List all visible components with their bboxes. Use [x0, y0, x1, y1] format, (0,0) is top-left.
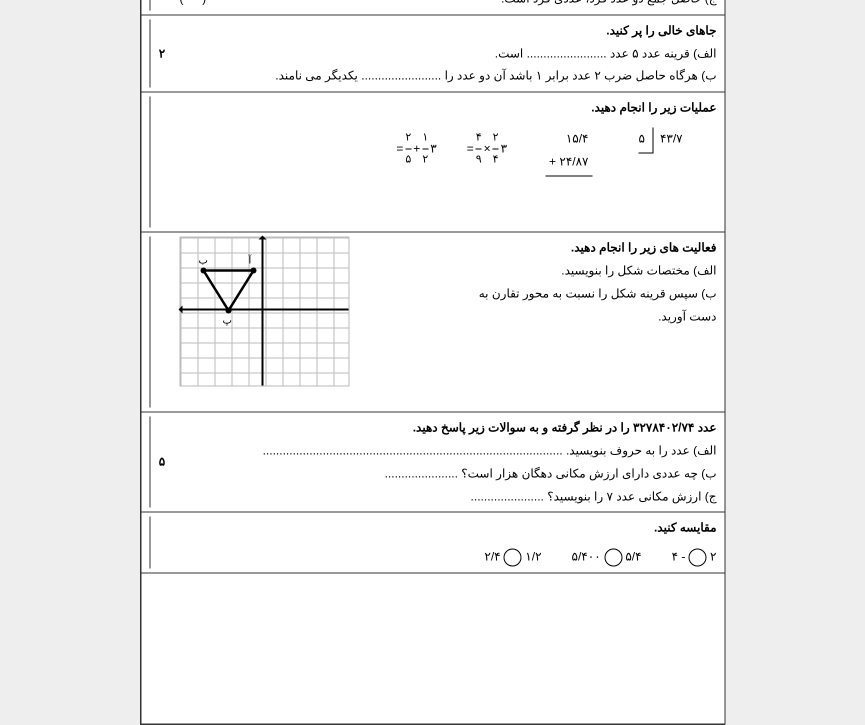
q3-division: ۵ ۴۳/۷ — [638, 128, 708, 154]
m1-n2: ۴ — [475, 128, 481, 149]
m2-w: ۳ — [430, 138, 436, 161]
cmp2: ۵/۴۰۰ ۵/۴ — [571, 546, 641, 569]
q5: عدد ۳۲۷۸۴۰۲/۷۴ را در نظر گرفته و به سوال… — [141, 413, 724, 513]
q1-c-paren[interactable]: ( ) — [179, 0, 210, 11]
q4-b: ب) سپس قرینه شکل را نسبت به محور تقارن ب… — [359, 283, 716, 306]
q4-c: دست آورید. — [359, 306, 716, 329]
q5-b: ب) چه عددی دارای ارزش مکانی دهگان هزار ا… — [179, 463, 716, 486]
q4-title: فعالیت های زیر را انجام دهید. — [359, 237, 716, 260]
q5-c: ج) ارزش مکانی عدد ۷ را بنویسید؟ ........… — [179, 486, 716, 509]
worksheet-page: نام: نام خانوادگی: پایه ششم ابتدایی «دی … — [140, 0, 725, 725]
q2-score: ۲ — [149, 20, 173, 88]
q6-title: مقایسه کنید. — [179, 517, 716, 540]
m1-d1: ۴ — [492, 150, 498, 171]
q3-title: عملیات زیر را انجام دهید. — [179, 97, 716, 120]
m1-op: × — [483, 138, 490, 161]
y-axis — [261, 238, 263, 386]
triangle-shape: ب آ پ — [198, 266, 258, 324]
cmp3-circle[interactable] — [503, 549, 521, 567]
q6: مقایسه کنید. ۲/۴ ۱/۲ ۵/۴۰۰ ۵/۴ ۴ - — [141, 513, 724, 574]
q3-add-bottom: ۲۴/۸۷ — [559, 155, 588, 169]
q4-a: الف) مختصات شکل را بنویسید. — [359, 260, 716, 283]
q1: صحیح و غلط را مشخص کنید. الف) هر عددی که… — [141, 0, 724, 16]
q1-score: ۱ — [149, 0, 173, 11]
q6-score — [149, 517, 173, 569]
m1-w: ۳ — [500, 138, 506, 161]
q3-add-op: + — [549, 155, 556, 169]
cmp1-circle[interactable] — [688, 549, 706, 567]
m2-op: + — [413, 138, 420, 161]
m1-n1: ۲ — [492, 128, 498, 149]
q3: عملیات زیر را انجام دهید. ۵ ۴۳/۷ ۱۵/۴ + … — [141, 93, 724, 233]
vertex-c: پ — [222, 312, 231, 331]
coordinate-grid: ب آ پ — [179, 237, 349, 387]
cmp1: ۴ - ۲ — [671, 546, 716, 569]
vertex-b: ب — [198, 252, 207, 271]
cmp2-circle[interactable] — [604, 549, 622, 567]
q3-add-top: ۱۵/۴ — [545, 128, 592, 151]
q3-dividend: ۴۳/۷ — [659, 128, 682, 151]
vertex-a: آ — [248, 252, 251, 271]
q4-score — [149, 237, 173, 408]
q5-a: الف) عدد را به حروف بنویسید. ...........… — [179, 440, 716, 463]
q2-b: ب) هرگاه حاصل ضرب ۲ عدد برابر ۱ باشد آن … — [179, 65, 716, 88]
q3-divisor: ۵ — [638, 128, 653, 154]
q3-score — [149, 97, 173, 228]
m1-d2: ۹ — [475, 150, 481, 171]
cmp3: ۲/۴ ۱/۲ — [484, 546, 541, 569]
q2: جاهای خالی را پر کنید. الف) قرینه عدد ۵ … — [141, 16, 724, 93]
q3-mixed-add: = ۲۵ + ۱۲ ۳ — [396, 128, 436, 171]
q5-score: ۵ — [149, 417, 173, 508]
q3-mixed-mult: = ۴۹ × ۲۴ ۳ — [466, 128, 506, 171]
m2-d1: ۲ — [422, 150, 428, 171]
m2-n2: ۲ — [405, 128, 411, 149]
q5-title: عدد ۳۲۷۸۴۰۲/۷۴ را در نظر گرفته و به سوال… — [179, 417, 716, 440]
q3-addition: ۱۵/۴ + ۲۴/۸۷ — [545, 128, 592, 177]
m2-d2: ۵ — [405, 150, 411, 171]
q2-a: الف) قرینه عدد ۵ عدد ...................… — [179, 43, 716, 66]
q4: فعالیت های زیر را انجام دهید. الف) مختصا… — [141, 233, 724, 413]
q2-title: جاهای خالی را پر کنید. — [179, 20, 716, 43]
m2-n1: ۱ — [422, 128, 428, 149]
q1-c: ج) حاصل جمع دو عدد فرد، عددی فرد است. — [501, 0, 716, 11]
